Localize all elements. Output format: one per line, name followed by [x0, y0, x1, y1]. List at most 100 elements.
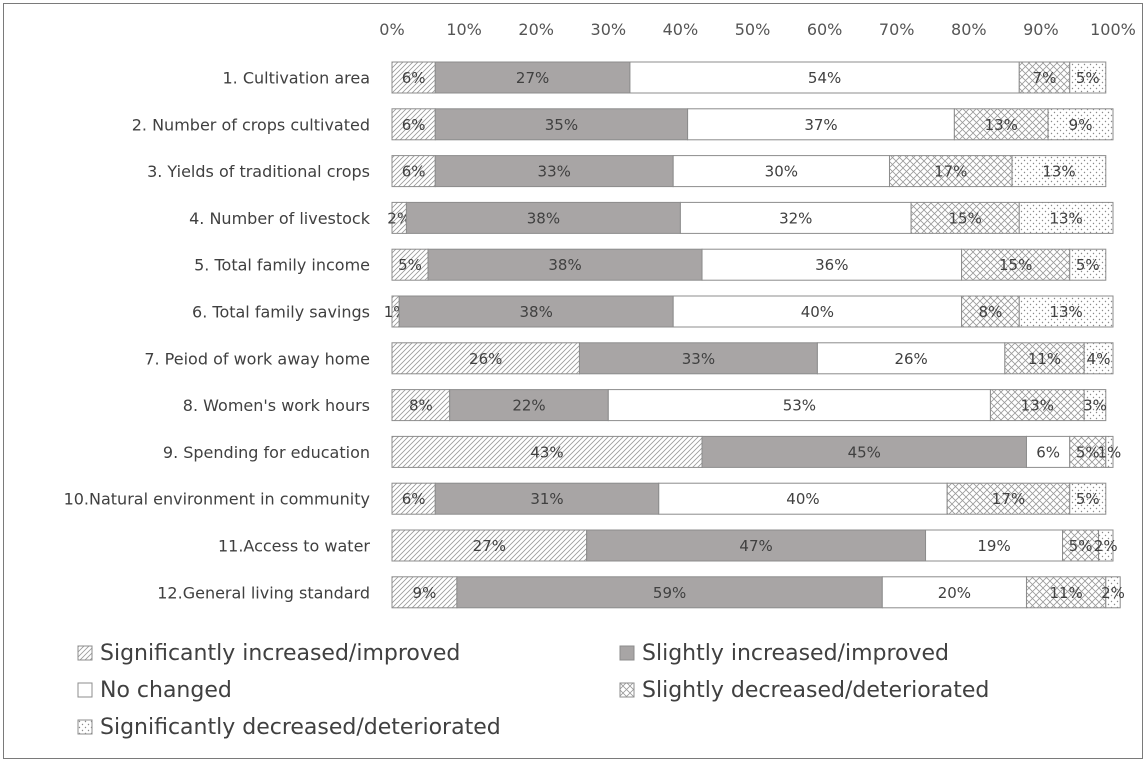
bar-segment: [1025, 435, 1071, 468]
data-label: 15%: [949, 209, 982, 227]
x-tick-label: 70%: [879, 20, 915, 39]
data-label: 31%: [530, 490, 563, 508]
bar-segment: [1011, 155, 1107, 188]
legend-label: Slightly increased/improved: [642, 641, 949, 666]
x-tick-label: 40%: [663, 20, 699, 39]
bar-segment: [1047, 108, 1114, 141]
bar-segment: [391, 576, 458, 609]
category-labels: 1. Cultivation area 2. Number of crops cu…: [64, 69, 371, 603]
data-label: 5%: [1076, 256, 1100, 274]
data-label: 13%: [1049, 303, 1082, 321]
data-label: 38%: [548, 256, 581, 274]
data-label: 19%: [977, 537, 1010, 555]
bar-segment: [1105, 435, 1114, 468]
data-label: 17%: [934, 163, 967, 181]
data-label: 6%: [1036, 443, 1060, 461]
bar-segment: [658, 482, 948, 515]
bar-segment: [1069, 482, 1107, 515]
data-label: 36%: [815, 256, 848, 274]
data-label: 5%: [1076, 490, 1100, 508]
bar-segment: [1069, 248, 1107, 281]
data-label: 11%: [1049, 584, 1082, 602]
data-label: 3%: [1083, 397, 1107, 415]
data-label: 6%: [402, 69, 426, 87]
bar-segment: [1018, 61, 1071, 94]
data-label: 38%: [527, 209, 560, 227]
data-label: 1%: [1097, 443, 1121, 461]
data-label: 26%: [469, 350, 502, 368]
legend-label: Slightly decreased/deteriorated: [642, 678, 989, 703]
bar-segment: [989, 389, 1085, 422]
category-label: 7. Peiod of work away home: [144, 349, 370, 368]
data-label: 43%: [530, 443, 563, 461]
data-label: 6%: [402, 163, 426, 181]
bar-segment: [1018, 295, 1114, 328]
data-label: 47%: [739, 537, 772, 555]
bar-segment: [391, 108, 436, 141]
bar-segment: [1062, 529, 1100, 562]
data-label: 5%: [1069, 537, 1093, 555]
bar-segment: [672, 295, 963, 328]
legend-swatch: [77, 719, 93, 735]
data-label: 17%: [992, 490, 1025, 508]
category-label: 1. Cultivation area: [222, 69, 370, 88]
bar-segment: [888, 155, 1013, 188]
bar-segment: [434, 61, 631, 94]
bar-segment: [427, 248, 703, 281]
data-label: 11%: [1028, 350, 1061, 368]
bar-segment: [434, 108, 689, 141]
x-tick-label: 30%: [591, 20, 627, 39]
bar-segment: [910, 201, 1020, 234]
x-tick-label: 50%: [735, 20, 771, 39]
data-label: 6%: [402, 116, 426, 134]
x-axis-ticks: 0% 10% 20% 30% 40% 50% 60% 70% 80% 90% 100%: [379, 20, 1136, 39]
category-label: 3. Yields of traditional crops: [147, 162, 370, 181]
bar-segment: [701, 435, 1027, 468]
data-label: 33%: [538, 163, 571, 181]
data-label: 20%: [938, 584, 971, 602]
bar-segment: [1069, 435, 1107, 468]
bar-segment: [391, 61, 436, 94]
bar-segment: [449, 389, 609, 422]
bar-segment: [679, 201, 912, 234]
category-label: 11.Access to water: [218, 537, 370, 556]
data-label: 59%: [653, 584, 686, 602]
bar-segment: [391, 342, 580, 375]
category-label: 5. Total family income: [194, 256, 370, 275]
bar-segment: [456, 576, 883, 609]
category-label: 6. Total family savings: [192, 303, 370, 322]
category-label: 2. Number of crops cultivated: [132, 115, 370, 134]
data-label: 22%: [512, 397, 545, 415]
bar-segment: [672, 155, 890, 188]
data-label: 5%: [1076, 69, 1100, 87]
bar-segment: [1098, 529, 1114, 562]
bar-segment: [1069, 61, 1107, 94]
data-label: 27%: [516, 69, 549, 87]
bar-segment: [1083, 389, 1107, 422]
data-label: 40%: [801, 303, 834, 321]
data-label: 5%: [398, 256, 422, 274]
data-label: 15%: [999, 256, 1032, 274]
bar-segment: [1083, 342, 1114, 375]
legend-label: Significantly decreased/deteriorated: [100, 715, 501, 740]
data-label: 38%: [520, 303, 553, 321]
data-label: 2%: [387, 209, 411, 227]
legend-swatch: [77, 682, 93, 698]
category-label: 4. Number of livestock: [189, 209, 371, 228]
bar-segment: [687, 108, 955, 141]
category-label: 12.General living standard: [157, 583, 370, 602]
data-label: 7%: [1033, 69, 1057, 87]
x-tick-label: 0%: [379, 20, 404, 39]
category-label: 9. Spending for education: [163, 443, 370, 462]
legend-swatch: [619, 682, 635, 698]
data-label: 2%: [1101, 584, 1125, 602]
bar-segment: [925, 529, 1064, 562]
data-label: 13%: [985, 116, 1018, 134]
bar-segment: [953, 108, 1049, 141]
x-tick-label: 10%: [446, 20, 482, 39]
chart-frame: [3, 3, 1143, 759]
data-label: 9%: [413, 584, 437, 602]
category-label: 8. Women's work hours: [183, 396, 370, 415]
data-label: 13%: [1049, 209, 1082, 227]
